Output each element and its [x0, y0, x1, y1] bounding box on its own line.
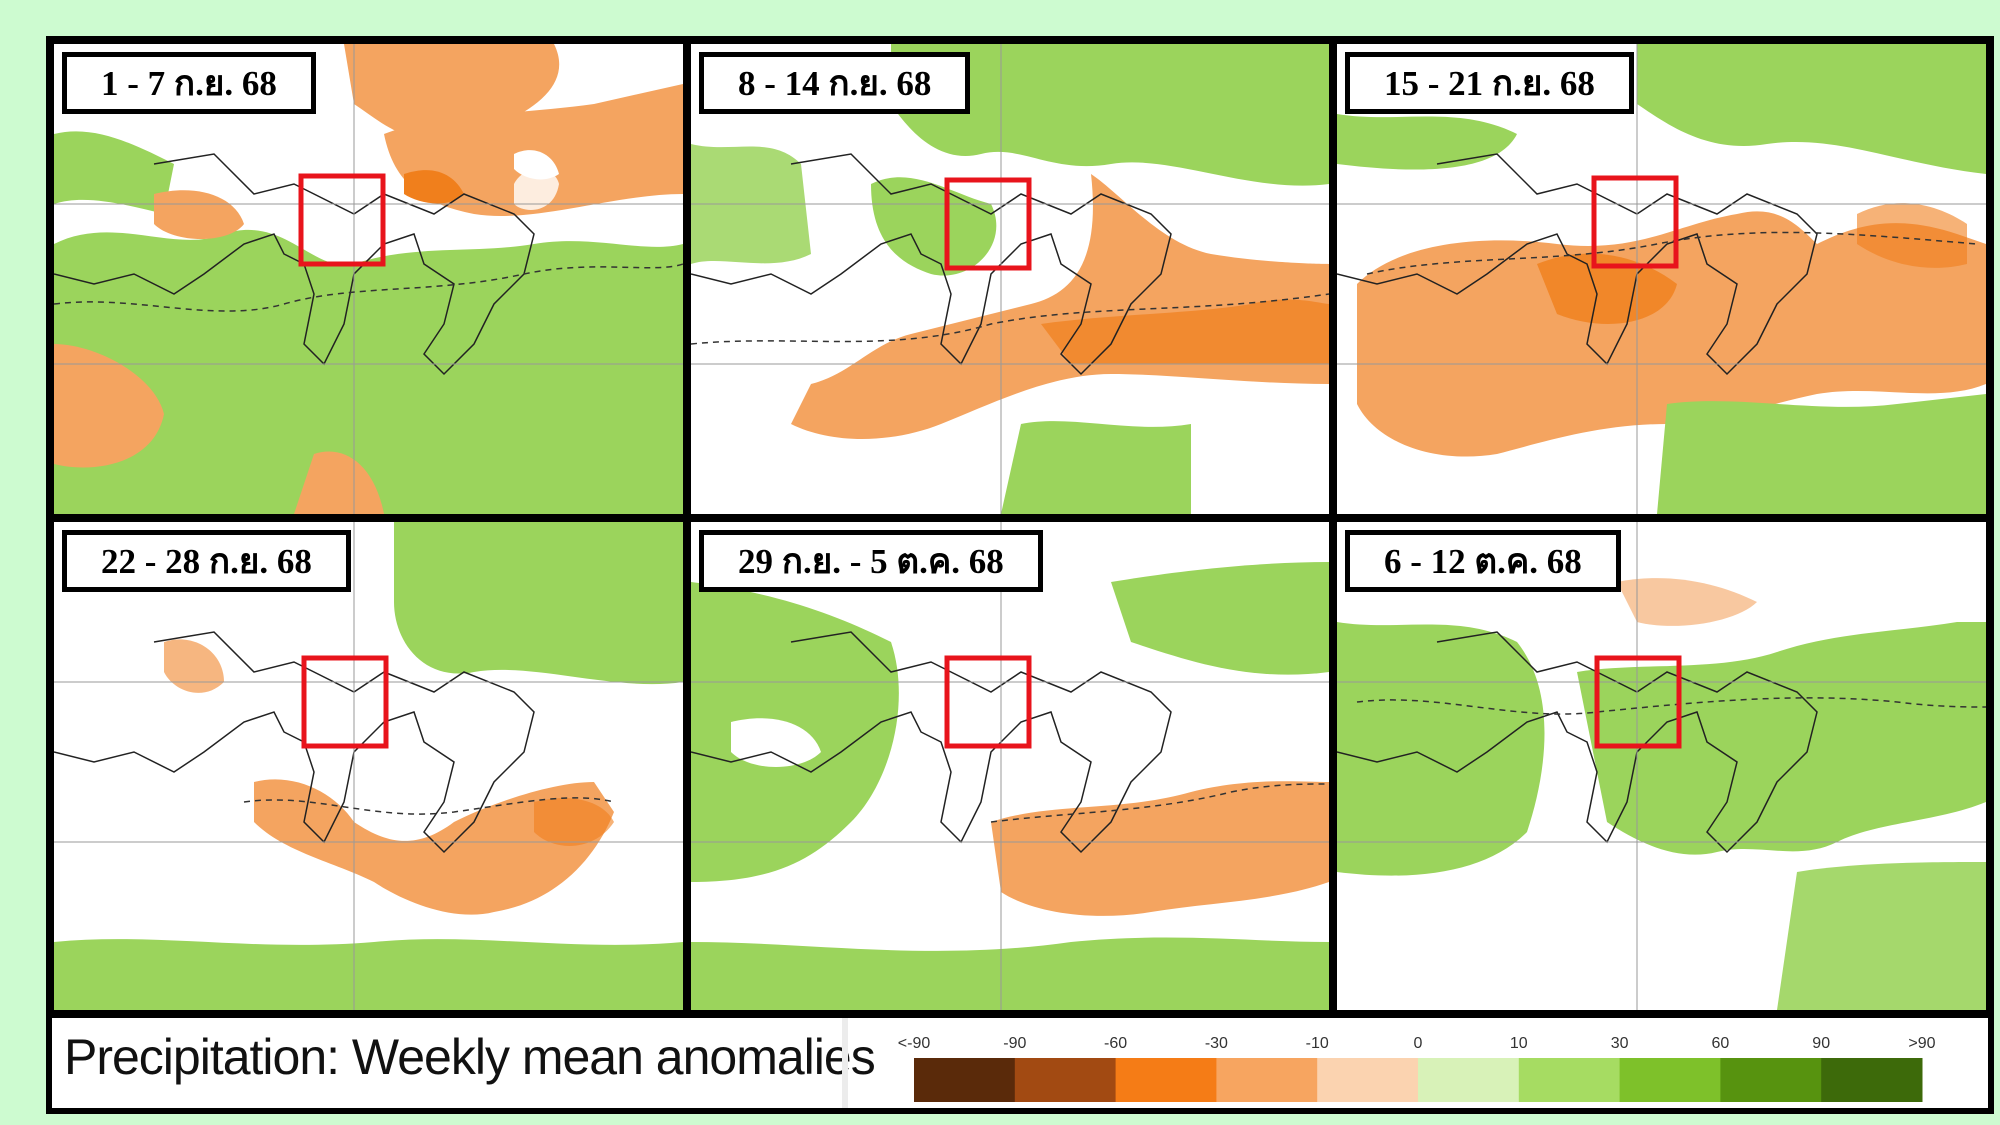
- panel-4-label: 22 - 28 ก.ย. 68: [62, 530, 351, 592]
- panel-3-label: 15 - 21 ก.ย. 68: [1345, 52, 1634, 114]
- colorbar-tick-label: 60: [1712, 1035, 1730, 1052]
- anomaly-map-2: [691, 44, 1329, 514]
- anomaly-map-6: [1337, 522, 1986, 1010]
- colorbar-swatch-1: [1014, 1058, 1117, 1102]
- colorbar: <-90 -90 -60 -30 -10 0 10 30 60 90 >90: [898, 1035, 1936, 1102]
- colorbar-swatch-8: [1720, 1058, 1822, 1102]
- legend-title: Precipitation: Weekly mean anomalies: [64, 1029, 876, 1085]
- panel-5-label: 29 ก.ย. - 5 ต.ค. 68: [699, 530, 1043, 592]
- anomaly-map-4: [54, 522, 683, 1010]
- colorbar-tick-label: 30: [1611, 1035, 1629, 1052]
- colorbar-tick-label: 0: [1414, 1035, 1423, 1052]
- map-panel-5: 29 ก.ย. - 5 ต.ค. 68: [691, 522, 1329, 1010]
- colorbar-tick-label: >90: [1908, 1035, 1935, 1052]
- panel-2-label: 8 - 14 ก.ย. 68: [699, 52, 971, 114]
- map-panel-6: 6 - 12 ต.ค. 68: [1337, 522, 1986, 1010]
- study-area-box-1: [298, 173, 386, 267]
- colorbar-tick-label: -90: [1003, 1035, 1026, 1052]
- legend-divider: [842, 1018, 848, 1108]
- colorbar-swatch-7: [1619, 1058, 1721, 1102]
- map-panel-1: 1 - 7 ก.ย. 68: [54, 44, 683, 514]
- colorbar-tick-label: -60: [1104, 1035, 1127, 1052]
- colorbar-tick-label: 90: [1812, 1035, 1830, 1052]
- map-panel-2: 8 - 14 ก.ย. 68: [691, 44, 1329, 514]
- study-area-box-5: [944, 655, 1032, 749]
- colorbar-swatch-5: [1418, 1058, 1520, 1102]
- colorbar-tick-label: -10: [1306, 1035, 1329, 1052]
- panel-1-label: 1 - 7 ก.ย. 68: [62, 52, 316, 114]
- map-panel-3: 15 - 21 ก.ย. 68: [1337, 44, 1986, 514]
- colorbar-swatch-9: [1821, 1058, 1923, 1102]
- anomaly-map-1: [54, 44, 683, 514]
- colorbar-tick-label: -30: [1205, 1035, 1228, 1052]
- study-area-box-6: [1594, 655, 1682, 749]
- colorbar-swatch-6: [1518, 1058, 1621, 1102]
- map-panel-4: 22 - 28 ก.ย. 68: [54, 522, 683, 1010]
- colorbar-swatch-3: [1216, 1058, 1318, 1102]
- study-area-box-4: [301, 655, 389, 749]
- anomaly-map-3: [1337, 44, 1986, 514]
- colorbar-tick-label: 10: [1510, 1035, 1528, 1052]
- map-grid: 1 - 7 ก.ย. 68 8 - 14 ก.ย. 68: [46, 36, 1994, 1114]
- colorbar-swatch-2: [1115, 1058, 1217, 1102]
- study-area-box-2: [944, 177, 1032, 271]
- anomaly-map-5: [691, 522, 1329, 1010]
- colorbar-swatch-4: [1317, 1058, 1419, 1102]
- colorbar-swatch-0: [914, 1058, 1016, 1102]
- colorbar-tick-label: <-90: [898, 1035, 931, 1052]
- legend: Precipitation: Weekly mean anomalies <-9…: [52, 1018, 1988, 1108]
- panel-6-label: 6 - 12 ต.ค. 68: [1345, 530, 1621, 592]
- study-area-box-3: [1591, 175, 1679, 269]
